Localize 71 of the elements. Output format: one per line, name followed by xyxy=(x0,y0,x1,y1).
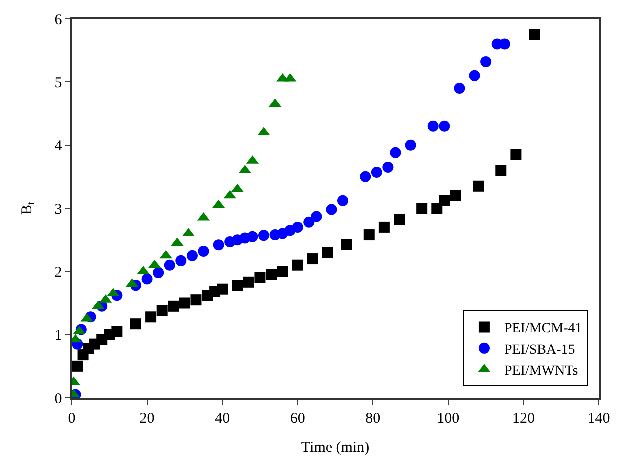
point xyxy=(378,222,390,233)
point xyxy=(186,250,198,262)
point xyxy=(266,269,278,280)
point xyxy=(371,167,382,178)
point xyxy=(112,326,123,338)
point xyxy=(326,204,338,216)
point xyxy=(292,222,304,233)
point xyxy=(390,147,402,158)
point xyxy=(232,280,244,292)
point xyxy=(496,165,507,176)
point xyxy=(198,246,210,257)
point xyxy=(217,284,228,295)
x-tick-label: 80 xyxy=(366,410,381,427)
x-tick-label: 0 xyxy=(68,410,76,427)
point xyxy=(480,56,492,68)
point xyxy=(292,260,304,271)
point xyxy=(130,318,142,330)
point xyxy=(156,305,168,316)
point xyxy=(247,231,258,242)
point xyxy=(394,214,405,226)
point xyxy=(364,230,375,241)
point xyxy=(439,120,450,132)
y-tick-label: 5 xyxy=(54,75,62,92)
legend-label: PEI/MCM-41 xyxy=(504,322,582,337)
point xyxy=(72,360,84,372)
x-tick-label: 60 xyxy=(290,410,306,427)
point xyxy=(277,266,288,278)
point xyxy=(213,240,224,251)
point xyxy=(190,294,202,306)
point xyxy=(307,254,318,265)
point xyxy=(179,298,190,309)
point xyxy=(176,255,187,266)
point xyxy=(164,260,176,271)
y-tick-label: 0 xyxy=(54,391,62,408)
point xyxy=(322,247,334,258)
x-tick-label: 140 xyxy=(588,410,610,427)
point xyxy=(530,29,541,40)
point xyxy=(338,195,349,206)
y-tick-label: 1 xyxy=(54,328,62,344)
point xyxy=(360,171,372,182)
point xyxy=(304,216,315,228)
x-axis-title: Time (min) xyxy=(301,440,370,456)
point xyxy=(146,312,157,323)
point xyxy=(311,211,322,222)
point xyxy=(168,300,180,312)
y-tick-label: 6 xyxy=(54,12,63,28)
point xyxy=(450,190,462,202)
legend-label: PEI/MWNTs xyxy=(504,364,578,380)
point xyxy=(473,180,484,192)
point xyxy=(439,195,450,206)
point xyxy=(405,140,416,151)
point xyxy=(142,274,153,285)
x-tick-label: 100 xyxy=(437,410,460,427)
point xyxy=(428,120,439,132)
x-tick-label: 120 xyxy=(512,410,535,427)
point xyxy=(454,82,466,94)
point xyxy=(469,70,480,82)
legend-label: PEI/SBA-15 xyxy=(504,342,576,358)
point xyxy=(258,230,270,242)
x-tick-label: 40 xyxy=(215,410,230,427)
point xyxy=(254,272,266,284)
point xyxy=(416,203,428,214)
y-tick-label: 3 xyxy=(54,202,62,218)
point xyxy=(341,239,352,250)
point xyxy=(382,162,394,173)
y-tick-label: 4 xyxy=(54,138,63,155)
point xyxy=(243,276,254,288)
x-tick-label: 20 xyxy=(140,410,155,427)
point xyxy=(510,149,522,160)
y-tick-label: 2 xyxy=(54,264,62,281)
point xyxy=(153,267,164,278)
